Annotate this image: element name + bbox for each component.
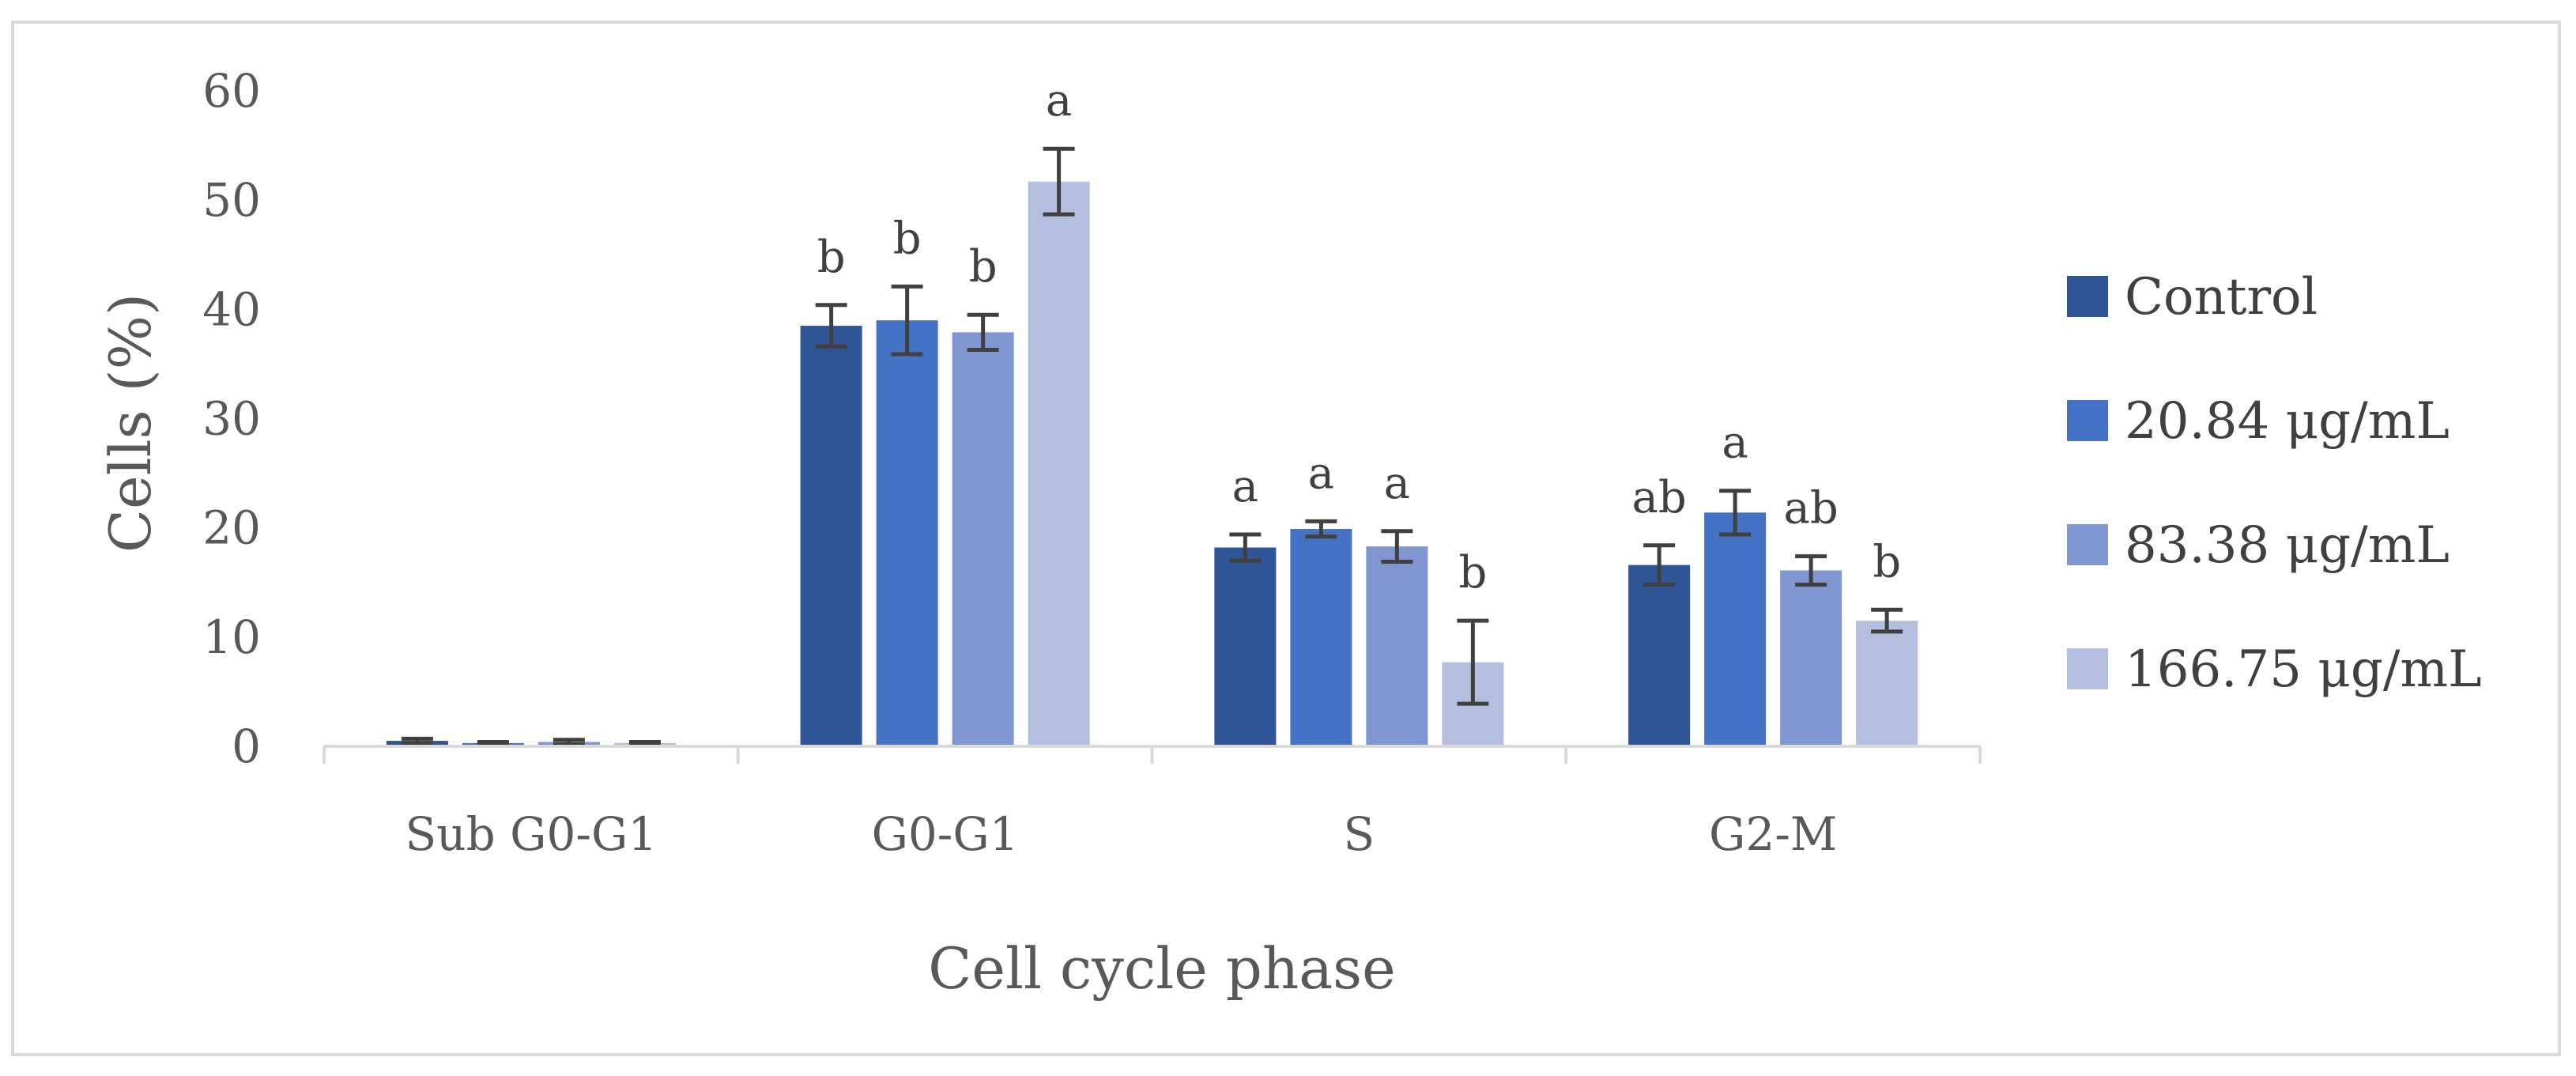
significance-label: ab: [1632, 472, 1687, 523]
bar: [1704, 512, 1767, 746]
x-tick-label: S: [1344, 807, 1375, 861]
x-tick-label: G2-M: [1709, 807, 1837, 861]
legend-label: 166.75 μg/mL: [2125, 640, 2482, 699]
x-axis: Sub G0-G1 G0-G1 S G2-M: [322, 745, 1982, 861]
y-tick-label: 40: [202, 282, 261, 336]
y-tick-label: 0: [232, 719, 261, 773]
significance-label: b: [893, 213, 922, 264]
significance-label: b: [1873, 536, 1901, 587]
bar: [952, 332, 1014, 746]
legend-swatch: [2067, 524, 2108, 565]
legend-label: 83.38 μg/mL: [2125, 516, 2450, 575]
legend-swatch: [2067, 648, 2108, 689]
bar: [1628, 564, 1691, 746]
chart-frame: [11, 21, 2561, 1056]
y-tick-label: 50: [202, 173, 261, 227]
x-tick-label: Sub G0-G1: [405, 807, 658, 861]
significance-label: a: [1384, 458, 1410, 509]
significance-label: b: [1458, 547, 1487, 598]
bar: [1856, 621, 1918, 746]
bar: [876, 320, 938, 746]
legend-label: Control: [2125, 268, 2318, 327]
legend: Control 20.84 μg/mL 83.38 μg/mL 166.75 μg/m…: [2067, 268, 2482, 699]
x-axis-title: Cell cycle phase: [928, 935, 1395, 1002]
x-tick-label: G0-G1: [872, 807, 1019, 861]
legend-swatch: [2067, 400, 2108, 441]
significance-label: ab: [1784, 483, 1839, 534]
y-tick-label: 20: [202, 501, 261, 555]
y-axis-ticks: 0 10 20 30 40 50 60: [202, 64, 261, 773]
legend-label: 20.84 μg/mL: [2125, 392, 2450, 451]
bar: [1290, 529, 1352, 746]
significance-label: a: [1722, 417, 1748, 469]
significance-label: a: [1308, 447, 1334, 499]
y-tick-label: 30: [202, 392, 261, 446]
significance-label: b: [817, 232, 846, 283]
bar: [1214, 547, 1277, 746]
bar: [1366, 546, 1428, 746]
bar: [800, 326, 862, 746]
bar: [1780, 570, 1842, 746]
y-axis-title: Cells (%): [97, 293, 164, 553]
bar: [1028, 181, 1090, 746]
significance-label: a: [1046, 75, 1072, 126]
significance-label: a: [1232, 461, 1258, 512]
legend-swatch: [2067, 276, 2108, 317]
significance-label: b: [969, 241, 998, 293]
y-tick-label: 60: [202, 64, 261, 118]
y-tick-label: 10: [202, 610, 261, 664]
